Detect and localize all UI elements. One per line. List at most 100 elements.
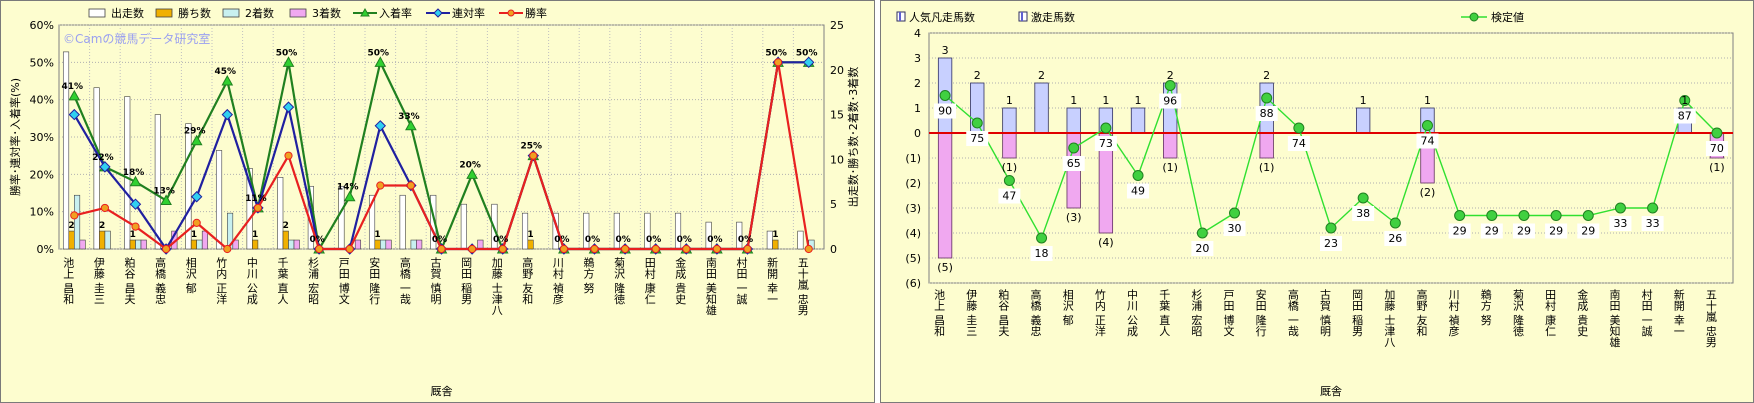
bar-激走馬数 [1066,107,1081,134]
data-point [405,119,417,131]
bar-人気凡走馬数 [937,132,953,259]
data-point [282,101,295,113]
x-tick-label: 南田 美知雄 [704,257,717,316]
placed-rate-label: 0% [493,235,508,245]
data-point [466,168,478,179]
bar-2着数 [135,239,142,250]
data-point [1582,210,1594,221]
win-count-label: 1 [527,230,533,240]
value-label-box [1191,241,1214,256]
data-point [1036,232,1048,244]
data-point [712,244,722,254]
value-label-box [1127,183,1150,199]
legend-label: 勝率 [525,6,547,20]
bottom-count-label: (4) [1098,236,1114,249]
value-label-box [1384,231,1407,246]
data-point [70,211,79,220]
legend-item: 勝率 [499,6,547,20]
data-point [1100,122,1112,134]
x-tick-label: 中川 公成 [1126,289,1139,337]
y-tick-label: (1) [905,152,921,165]
legend: 出走数 勝ち数 2着数 3着数 入着率 連対率 勝率 [88,6,547,20]
x-tick-label: 高野 友和 [1415,288,1428,337]
data-point [559,244,569,254]
legend-label: 勝ち数 [178,6,211,20]
legend-swatch [289,8,307,18]
test-value-label: 65 [1067,157,1081,170]
data-point [529,151,538,160]
data-point [651,244,660,254]
placed-rate-label: 0% [707,235,722,245]
legend-label: 激走馬数 [1031,10,1075,24]
x-tick-label: 粕谷 昌夫 [123,256,136,305]
data-point [1679,95,1691,106]
x-tick-label: 高野 友和 [521,256,534,305]
line-series-検定値 [939,80,1723,244]
top-count-label: 1 [1006,94,1013,107]
x-tick-label: 相沢 郁 [1061,289,1074,326]
bar-勝ち数 [374,239,381,250]
test-value-label: 90 [938,105,952,118]
legend-swatch [155,8,173,18]
bar-勝ち数 [129,239,136,250]
x-tick-label: 加藤 士津八 [490,257,503,316]
test-value-label: 29 [1453,225,1467,238]
data-point [468,244,477,254]
x-tick-label: 戸田 博文 [1222,289,1235,337]
placed-rate-label: 33% [398,112,420,122]
y-tick-label: (5) [905,252,921,265]
data-point [1518,210,1530,221]
test-value-label: 70 [1710,142,1724,155]
bar-出走数 [124,96,131,250]
x-tick-label: 岡田 稲男 [460,257,473,305]
placed-rate-label: 11% [245,194,267,204]
bottom-count-label: (1) [1259,161,1275,174]
bar-出走数 [62,51,70,250]
data-point [621,244,630,254]
test-value-label: 29 [1485,225,1499,238]
x-tick-label: 高橋 義忠 [154,256,167,305]
top-count-label: 1 [1424,94,1431,107]
data-point [1647,202,1659,214]
y-tick-label: 1 [914,102,921,115]
placed-rate-label: 20% [459,160,481,170]
value-label-box [1030,246,1053,261]
placed-rate-label: 25% [521,142,543,152]
data-point [221,108,234,121]
legend-label: 人気凡走馬数 [909,10,975,24]
bottom-count-label: (3) [1066,211,1082,224]
top-count-label: 2 [974,69,981,82]
placed-rate-label: 29% [184,127,206,137]
placed-rate-label: 22% [92,153,114,163]
y-tick-label-right: 25 [830,19,844,32]
data-point [498,244,507,254]
bar-出走数 [399,194,406,250]
legend-label: 出走数 [111,6,144,20]
bar-2着数 [288,239,295,250]
x-tick-label: 古賀 慎明 [429,257,442,305]
data-point [100,203,110,213]
data-point [1261,92,1273,104]
test-value-label: 23 [1324,237,1338,250]
bar-激走馬数 [1034,82,1049,134]
legend-label: 2着数 [245,6,274,20]
y-tick-label: (3) [905,202,921,215]
data-point [192,218,201,227]
top-count-label: 1 [1070,94,1077,107]
test-value-label: 74 [1292,137,1306,150]
data-point [282,56,295,67]
placed-rate-label: 50% [368,48,390,58]
x-tick-label: 粕谷 昌夫 [997,288,1010,337]
data-point [406,181,415,190]
x-tick-label: 竹内 正洋 [215,256,228,305]
bottom-count-label: (5) [937,261,953,274]
bar-出走数 [521,212,529,250]
data-point [315,244,324,254]
y-tick-label-left: 40% [30,94,54,107]
value-label-box [998,188,1021,204]
data-point [284,151,293,160]
test-value-label: 26 [1388,232,1402,245]
test-value-label: 96 [1163,95,1177,108]
test-value-label: 18 [1035,247,1049,260]
bar-勝ち数 [99,230,106,250]
